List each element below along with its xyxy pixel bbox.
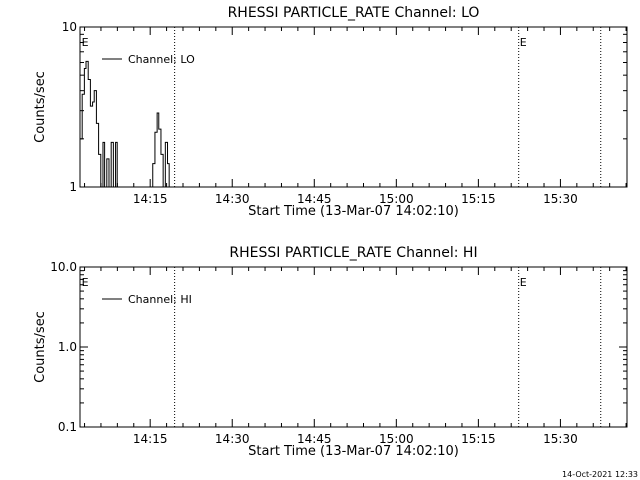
lo-x-tick-label: 14:30 <box>215 192 250 206</box>
hi-x-tick-label: 14:30 <box>215 432 250 446</box>
lo-chart-title: RHESSI PARTICLE_RATE Channel: LO <box>228 5 480 21</box>
lo-x-tick-label: 14:45 <box>297 192 332 206</box>
lo-series-line <box>80 60 176 188</box>
lo-x-tick-label: 15:15 <box>461 192 496 206</box>
lo-plot-frame <box>79 26 628 188</box>
hi-event-marker: E <box>520 276 527 289</box>
lo-x-tick-label: 14:15 <box>133 192 168 206</box>
hi-y-tick-label: 1.0 <box>58 340 77 354</box>
hi-event-marker: E <box>82 276 89 289</box>
hi-x-tick-label: 15:00 <box>379 432 414 446</box>
lo-x-tick-label: 15:00 <box>379 192 414 206</box>
hi-x-tick-label: 15:15 <box>461 432 496 446</box>
lo-event-marker: E <box>82 36 89 49</box>
hi-x-tick-label: 14:45 <box>297 432 332 446</box>
lo-y-tick-label: 1 <box>69 180 77 194</box>
lo-x-axis-label: Start Time (13-Mar-07 14:02:10) <box>248 204 459 219</box>
hi-y-tick-label: 0.1 <box>58 420 77 434</box>
footer-timestamp: 14-Oct-2021 12:33 <box>562 470 638 479</box>
hi-legend-label: Channel: HI <box>128 293 192 306</box>
hi-y-tick-label: 10.0 <box>50 260 77 274</box>
lo-legend-label: Channel: LO <box>128 53 195 66</box>
hi-x-tick-label: 14:15 <box>133 432 168 446</box>
hi-y-axis-label: Counts/sec <box>33 311 48 383</box>
lo-x-tick-label: 15:30 <box>543 192 578 206</box>
hi-plot-frame <box>79 266 628 428</box>
hi-x-axis-label: Start Time (13-Mar-07 14:02:10) <box>248 444 459 459</box>
lo-event-marker: E <box>520 36 527 49</box>
hi-x-tick-label: 15:30 <box>543 432 578 446</box>
hi-chart-title: RHESSI PARTICLE_RATE Channel: HI <box>229 245 477 261</box>
lo-y-axis-label: Counts/sec <box>33 71 48 143</box>
lo-y-tick-label: 10 <box>62 20 77 34</box>
